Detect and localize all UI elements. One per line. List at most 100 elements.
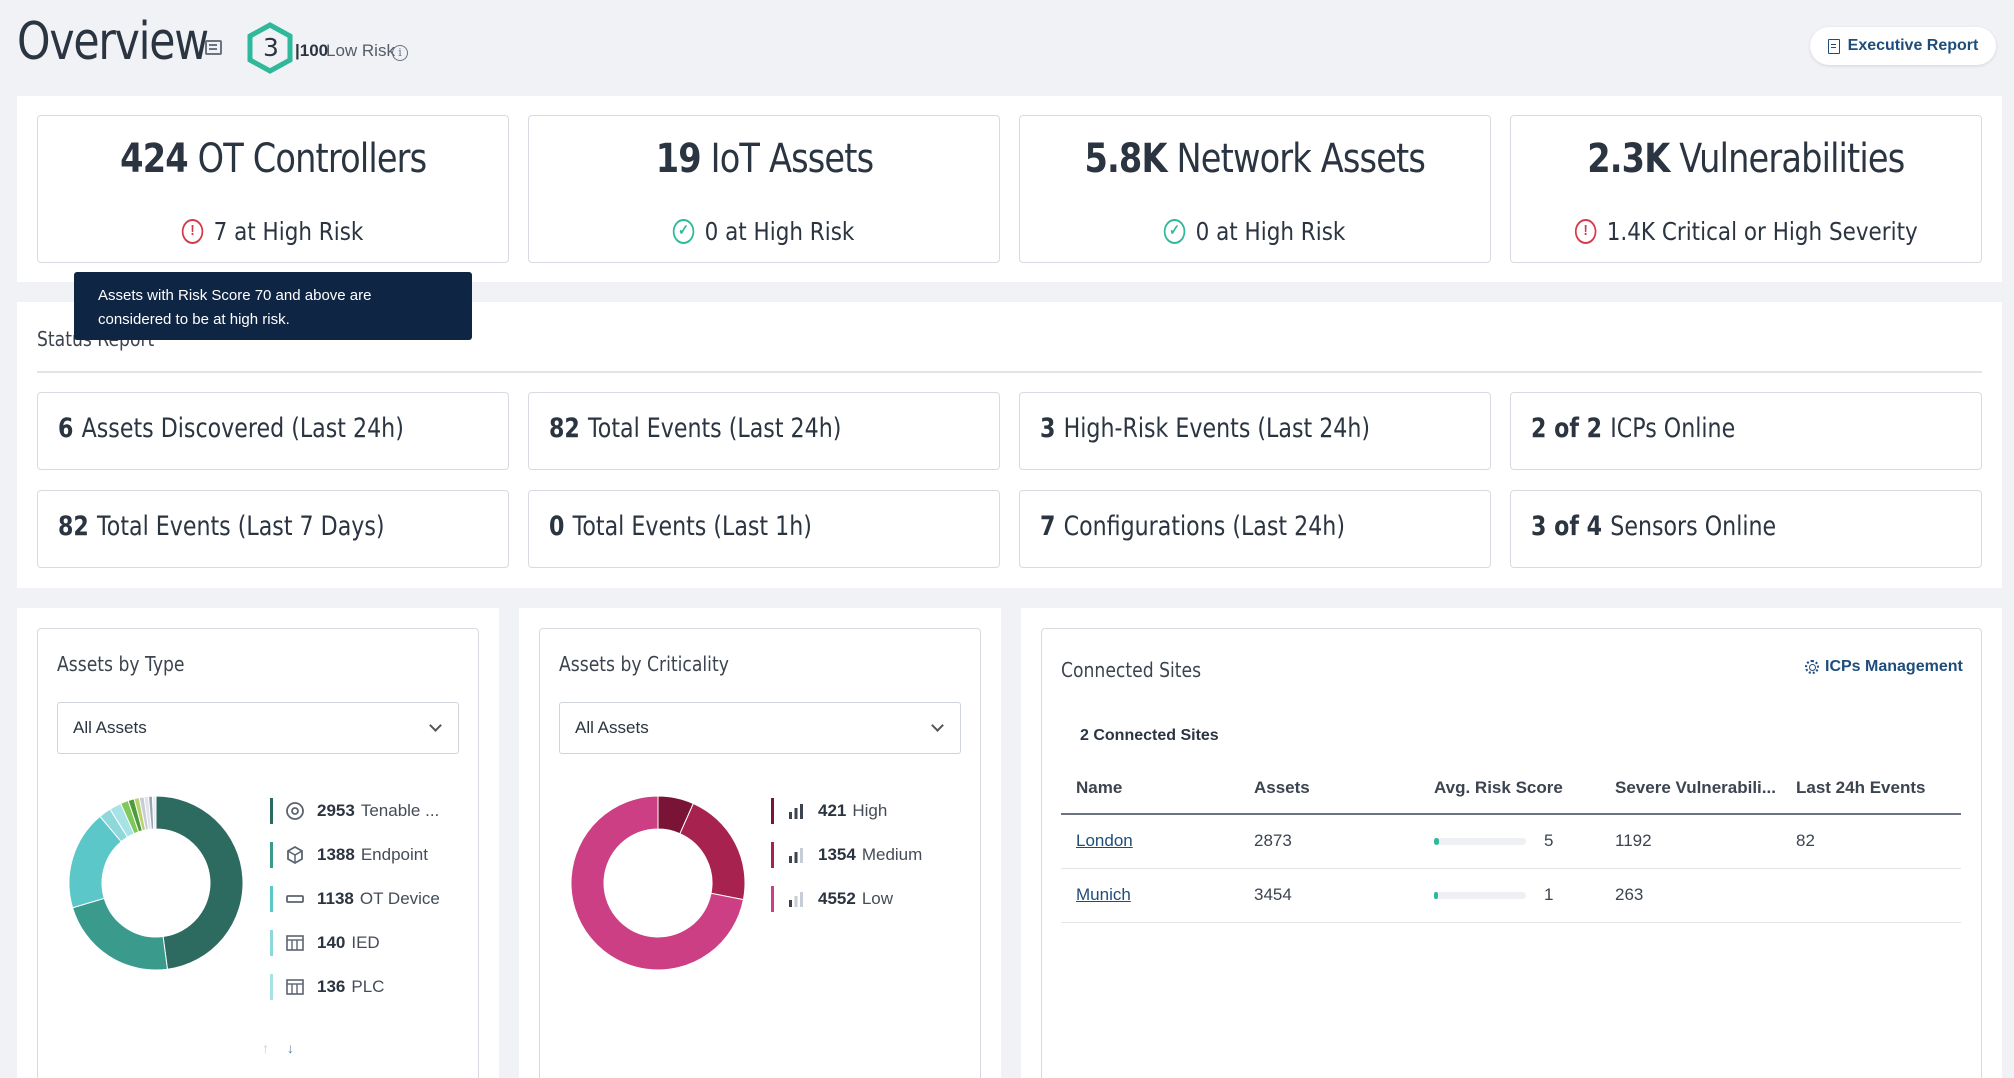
kpi-value: 424 (119, 136, 188, 182)
site-severe-vulns: 263 (1600, 868, 1781, 923)
arrow-down-icon[interactable]: ↓ (286, 1040, 294, 1056)
criticality-donut-segment[interactable] (570, 795, 744, 971)
type-legend-item[interactable]: 1138 OT Device (270, 886, 440, 912)
kpi-status: 7 at High Risk (214, 217, 364, 246)
alert-icon: ! (1574, 219, 1597, 244)
table-row[interactable]: Munich 3454 1 263 (1061, 868, 1961, 923)
site-link-london[interactable]: London (1076, 831, 1133, 851)
cube-icon (287, 845, 303, 865)
icps-management-link[interactable]: ICPs Management (1805, 658, 1963, 676)
document-icon (1827, 38, 1840, 54)
site-risk-value: 5 (1544, 831, 1554, 851)
kpi-status: 1.4K Critical or High Severity (1606, 217, 1918, 246)
stat-value: 3 of 4 (1531, 511, 1603, 542)
site-severe-vulns: 1192 (1600, 814, 1781, 869)
risk-hexagon-icon (247, 22, 293, 74)
site-events: 82 (1781, 814, 1961, 869)
legend-value: 1138 (317, 889, 354, 908)
stat-value: 3 (1040, 413, 1056, 444)
risk-score-value: 3 (263, 33, 279, 62)
page-header: Overview 3 |100 Low Risk i Executive Rep… (0, 0, 2014, 95)
stat-total-events-1h[interactable]: 0 Total Events (Last 1h) (528, 490, 1000, 568)
chevron-down-icon (931, 719, 944, 732)
table-row[interactable]: London 2873 5 1192 82 (1061, 814, 1961, 869)
kpi-card-network-assets[interactable]: 5.8K Network Assets ✓ 0 at High Risk (1019, 115, 1491, 263)
stat-total-events-7d[interactable]: 82 Total Events (Last 7 Days) (37, 490, 509, 568)
stat-label: High-Risk Events (Last 24h) (1063, 413, 1371, 444)
stat-value: 6 (58, 413, 74, 444)
stat-value: 2 of 2 (1531, 413, 1603, 444)
kpi-card-iot-assets[interactable]: 19 IoT Assets ✓ 0 at High Risk (528, 115, 1000, 263)
site-link-munich[interactable]: Munich (1076, 885, 1131, 904)
stat-icps-online[interactable]: 2 of 2 ICPs Online (1510, 392, 1982, 470)
chevron-down-icon (429, 719, 442, 732)
legend-value: 421 (818, 801, 847, 820)
site-assets: 2873 (1239, 814, 1419, 869)
executive-report-button[interactable]: Executive Report (1810, 27, 1996, 65)
legend-value: 2953 (317, 801, 355, 820)
column-header-name[interactable]: Name (1061, 762, 1239, 815)
assets-by-criticality-title: Assets by Criticality (559, 652, 729, 676)
legend-label: Endpoint (360, 845, 428, 864)
column-header-avg-risk[interactable]: Avg. Risk Score (1419, 762, 1600, 815)
kpi-label: Network Assets (1176, 136, 1426, 182)
type-legend-item[interactable]: 136 PLC (270, 974, 384, 1000)
dashboard-menu-icon[interactable] (205, 40, 222, 55)
site-risk-value: 1 (1544, 885, 1554, 904)
stat-label: Total Events (Last 1h) (572, 511, 812, 542)
stat-high-risk-events[interactable]: 3 High-Risk Events (Last 24h) (1019, 392, 1491, 470)
assets-by-type-donut[interactable] (66, 793, 246, 973)
stat-sensors-online[interactable]: 3 of 4 Sensors Online (1510, 490, 1982, 568)
kpi-status: 0 at High Risk (1196, 217, 1346, 246)
legend-label: Medium (861, 845, 923, 864)
table-header-row: Name Assets Avg. Risk Score Severe Vulne… (1061, 762, 1961, 815)
kpi-card-ot-controllers[interactable]: 424 OT Controllers ! 7 at High Risk (37, 115, 509, 263)
legend-color-bar (270, 842, 273, 868)
legend-value: 1354 (818, 845, 856, 864)
info-icon[interactable]: i (392, 45, 408, 61)
column-header-assets[interactable]: Assets (1239, 762, 1419, 815)
type-donut-segment[interactable] (71, 897, 169, 971)
assets-type-filter-select[interactable]: All Assets (57, 702, 459, 754)
stat-value: 82 (549, 413, 580, 444)
legend-value: 140 (317, 933, 346, 952)
column-header-events[interactable]: Last 24h Events (1781, 762, 1961, 815)
risk-score-scale: |100 (295, 41, 329, 60)
assets-by-criticality-donut[interactable] (568, 793, 748, 973)
stat-value: 0 (549, 511, 565, 542)
connected-sites-title: Connected Sites (1061, 658, 1202, 682)
assets-by-type-title: Assets by Type (57, 652, 185, 676)
legend-label: PLC (351, 977, 385, 996)
type-legend-item[interactable]: 140 IED (270, 930, 380, 956)
criticality-legend-item-low[interactable]: 4552 Low (771, 886, 893, 912)
criticality-donut-segment[interactable] (679, 802, 746, 901)
kpi-label: IoT Assets (710, 136, 873, 182)
kpi-value: 19 (655, 136, 701, 182)
stat-assets-discovered[interactable]: 6 Assets Discovered (Last 24h) (37, 392, 509, 470)
stat-total-events-24h[interactable]: 82 Total Events (Last 24h) (528, 392, 1000, 470)
column-header-severe-vulns[interactable]: Severe Vulnerabili... (1600, 762, 1781, 815)
type-donut-segment[interactable] (155, 795, 244, 970)
stat-configurations[interactable]: 7 Configurations (Last 24h) (1019, 490, 1491, 568)
arrow-up-icon[interactable]: ↑ (262, 1040, 269, 1056)
kpi-card-vulnerabilities[interactable]: 2.3K Vulnerabilities ! 1.4K Critical or H… (1510, 115, 1982, 263)
type-legend-item[interactable]: 2953 Tenable ... (270, 798, 439, 824)
legend-color-bar (270, 930, 273, 956)
legend-color-bar (270, 798, 273, 824)
criticality-filter-select[interactable]: All Assets (559, 702, 961, 754)
criticality-legend-item-high[interactable]: 421 High (771, 798, 887, 824)
type-legend-item[interactable]: 1388 Endpoint (270, 842, 428, 868)
kpi-label: Vulnerabilities (1679, 136, 1905, 182)
kpi-label: OT Controllers (197, 136, 427, 182)
executive-report-label: Executive Report (1847, 37, 1979, 54)
legend-scroll-arrows[interactable]: ↑ ↓ (262, 1040, 294, 1056)
criticality-legend-item-medium[interactable]: 1354 Medium (771, 842, 922, 868)
page-title: Overview (17, 12, 209, 72)
type-donut-segment[interactable] (151, 795, 157, 830)
site-events (1781, 868, 1961, 923)
connected-sites-count: 2 Connected Sites (1080, 727, 1219, 744)
legend-label: IED (351, 933, 380, 952)
grid-icon (286, 979, 304, 995)
site-assets: 3454 (1239, 868, 1419, 923)
stat-label: Sensors Online (1610, 511, 1777, 542)
